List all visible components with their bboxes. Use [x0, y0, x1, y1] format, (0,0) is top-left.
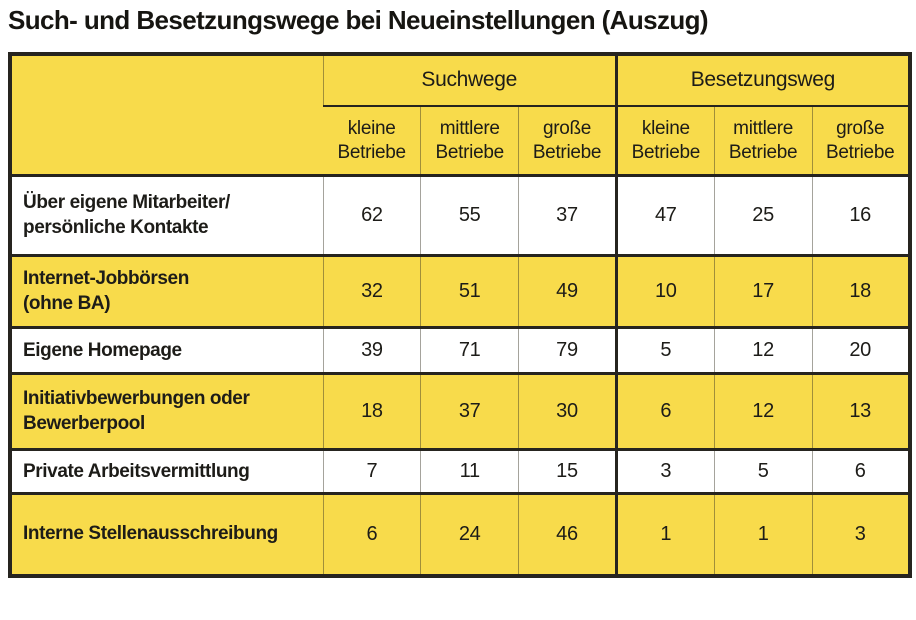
value-cell: 18: [811, 254, 910, 328]
group-header-row: Suchwege Besetzungsweg: [10, 53, 910, 176]
value-cell: 6: [322, 492, 421, 576]
value-cell: 30: [518, 372, 617, 450]
value-cell: 62: [322, 174, 421, 256]
value-cell: 10: [614, 254, 715, 328]
value-cell: 32: [322, 254, 421, 328]
table-row: Über eigene Mitarbeiter/ persönliche Kon…: [10, 174, 910, 256]
value-cell: 24: [420, 492, 519, 576]
row-label: Initiativbewerbungen oder Bewerberpool: [10, 372, 323, 450]
value-cell: 16: [811, 174, 910, 256]
column-header-suchwege-grosse: große Betriebe: [518, 104, 617, 176]
table-row: Private Arbeitsvermittlung 7 11 15 3 5 6: [10, 448, 910, 494]
value-cell: 6: [614, 372, 715, 450]
table-row: Initiativbewerbungen oder Bewerberpool 1…: [10, 372, 910, 450]
row-label: Internet-Jobbörsen (ohne BA): [10, 254, 323, 328]
value-cell: 49: [518, 254, 617, 328]
value-cell: 1: [713, 492, 813, 576]
value-cell: 20: [811, 326, 910, 374]
value-cell: 47: [614, 174, 715, 256]
value-cell: 15: [518, 448, 617, 494]
value-cell: 79: [518, 326, 617, 374]
row-label: Interne Stellenausschreibung: [10, 492, 323, 576]
table-row: Interne Stellenausschreibung 6 24 46 1 1…: [10, 492, 910, 576]
value-cell: 12: [713, 326, 813, 374]
figure-title: Such- und Besetzungswege bei Neueinstell…: [8, 5, 709, 35]
value-cell: 12: [713, 372, 813, 450]
search-recruitment-table: Suchwege Besetzungsweg kleine Betriebe m…: [8, 51, 912, 578]
table-row: Eigene Homepage 39 71 79 5 12 20: [10, 326, 910, 374]
column-group-besetzungsweg: Besetzungsweg: [614, 53, 910, 106]
value-cell: 25: [713, 174, 813, 256]
value-cell: 37: [518, 174, 617, 256]
value-cell: 1: [614, 492, 715, 576]
value-cell: 7: [322, 448, 421, 494]
value-cell: 39: [322, 326, 421, 374]
value-cell: 3: [614, 448, 715, 494]
value-cell: 6: [811, 448, 910, 494]
value-cell: 3: [811, 492, 910, 576]
row-label: Private Arbeitsvermittlung: [10, 448, 323, 494]
sub-header-row: kleine Betriebe mittlere Betriebe große …: [10, 104, 910, 176]
value-cell: 37: [420, 372, 519, 450]
value-cell: 5: [713, 448, 813, 494]
row-label: Über eigene Mitarbeiter/ persönliche Kon…: [10, 174, 323, 256]
value-cell: 71: [420, 326, 519, 374]
column-header-suchwege-mittlere: mittlere Betriebe: [420, 104, 519, 176]
column-header-besetzungsweg-mittlere: mittlere Betriebe: [713, 104, 813, 176]
value-cell: 13: [811, 372, 910, 450]
table-body: Über eigene Mitarbeiter/ persönliche Kon…: [10, 174, 910, 576]
corner-cell: [10, 53, 323, 176]
value-cell: 51: [420, 254, 519, 328]
value-cell: 17: [713, 254, 813, 328]
row-label: Eigene Homepage: [10, 326, 323, 374]
table-header: Suchwege Besetzungsweg kleine Betriebe m…: [10, 53, 910, 176]
table-row: Internet-Jobbörsen (ohne BA) 32 51 49 10…: [10, 254, 910, 328]
column-header-suchwege-kleine: kleine Betriebe: [323, 104, 421, 176]
value-cell: 11: [420, 448, 519, 494]
column-header-besetzungsweg-kleine: kleine Betriebe: [614, 104, 715, 176]
value-cell: 5: [614, 326, 715, 374]
value-cell: 46: [518, 492, 617, 576]
column-header-besetzungsweg-grosse: große Betriebe: [811, 104, 910, 176]
value-cell: 55: [420, 174, 519, 256]
column-group-suchwege: Suchwege: [322, 53, 617, 106]
value-cell: 18: [322, 372, 421, 450]
